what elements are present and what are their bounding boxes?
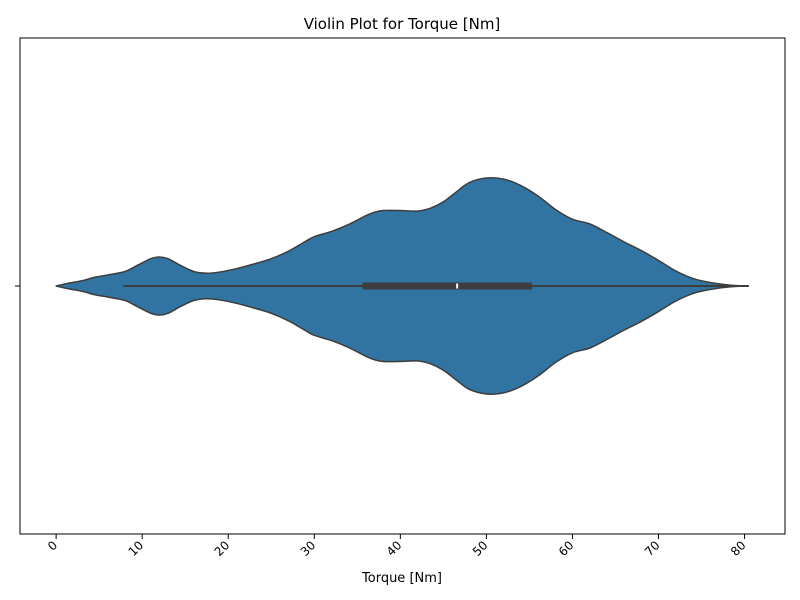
x-tick-label: 20 (212, 538, 233, 559)
chart-title: Violin Plot for Torque [Nm] (304, 15, 501, 33)
x-tick-label: 40 (384, 538, 405, 559)
x-tick-label: 60 (556, 538, 577, 559)
x-tick-label: 10 (126, 538, 147, 559)
x-axis: 0 10 20 30 40 50 60 70 80 (45, 534, 749, 559)
plot-area (55, 177, 749, 395)
x-tick-label: 50 (470, 538, 491, 559)
x-axis-label: Torque [Nm] (361, 571, 442, 586)
x-tick-label: 80 (728, 538, 749, 559)
x-tick-label: 70 (642, 538, 663, 559)
violin-iqr-box (362, 282, 533, 290)
x-tick-label: 0 (45, 538, 60, 553)
x-tick-label: 30 (298, 538, 319, 559)
